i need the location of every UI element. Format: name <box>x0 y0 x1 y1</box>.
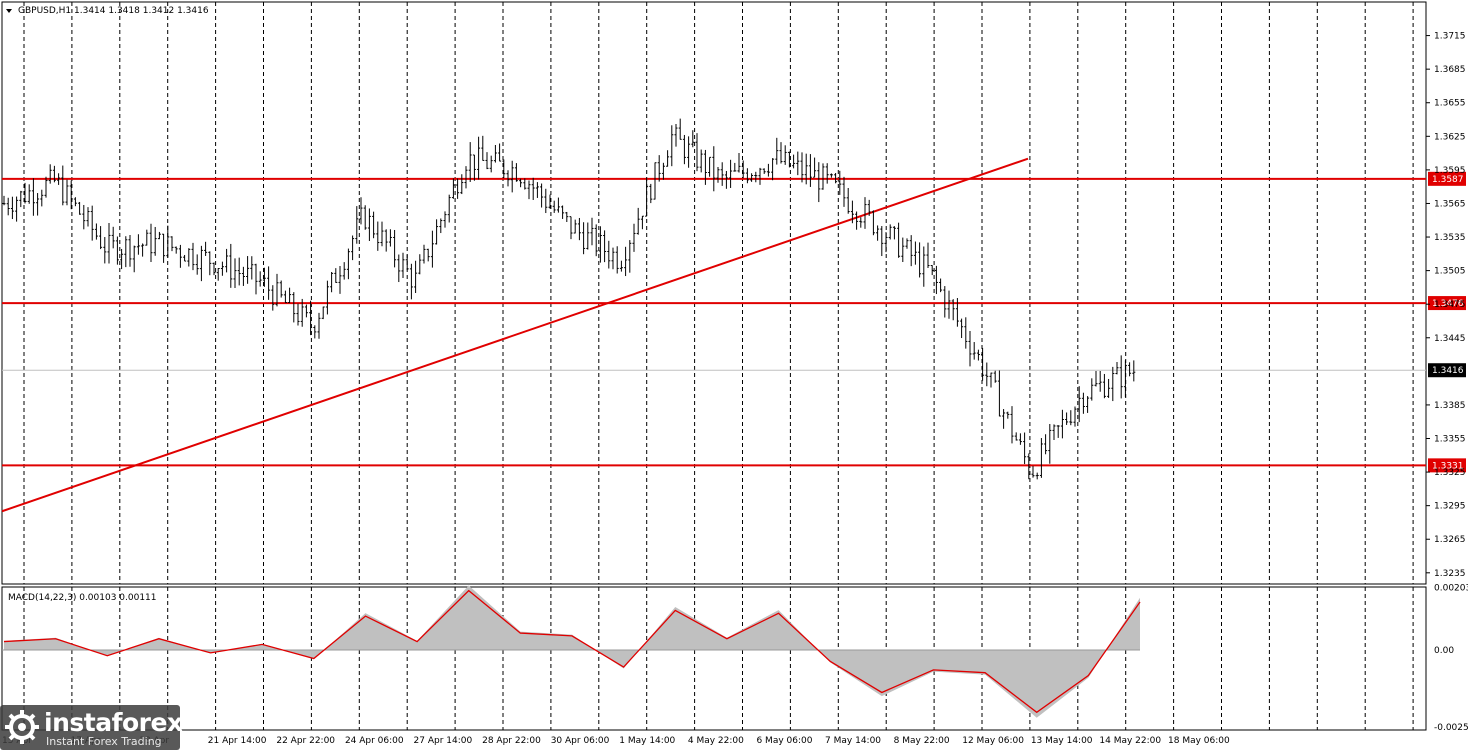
watermark-brand: instaforex <box>44 708 183 737</box>
level-label: 1.3331 <box>1432 461 1464 471</box>
time-label: 18 May 06:00 <box>1168 736 1230 746</box>
level-badge <box>1428 458 1466 473</box>
price-tick-label: 1.3325 <box>1434 468 1466 478</box>
current-price-label: 1.3416 <box>1432 366 1464 376</box>
symbol-header: GBPUSD,H1 1.3414 1.3418 1.3412 1.3416 <box>18 6 209 16</box>
time-label: 30 Apr 06:00 <box>551 736 610 746</box>
time-label: 6 May 06:00 <box>756 736 812 746</box>
macd-tick-label: 0.00 <box>1434 646 1454 656</box>
price-tick-label: 1.3235 <box>1434 569 1466 579</box>
price-tick-label: 1.3595 <box>1434 166 1466 176</box>
price-tick-label: 1.3445 <box>1434 334 1466 344</box>
time-label: 28 Apr 22:00 <box>482 736 541 746</box>
time-label: 7 May 14:00 <box>825 736 881 746</box>
time-label: 13 May 14:00 <box>1031 736 1093 746</box>
watermark-tagline: Instant Forex Trading <box>46 735 162 748</box>
time-label: 24 Apr 06:00 <box>345 736 404 746</box>
price-tick-label: 1.3715 <box>1434 32 1466 42</box>
price-tick-label: 1.3655 <box>1434 99 1466 109</box>
level-badge <box>1428 296 1466 311</box>
instaforex-watermark: instaforex Instant Forex Trading <box>0 705 183 750</box>
price-tick-label: 1.3505 <box>1434 267 1466 277</box>
instaforex-logo-icon <box>5 710 39 744</box>
macd-signal-line <box>3 589 1141 714</box>
time-label: 21 Apr 14:00 <box>208 736 267 746</box>
price-tick-label: 1.3355 <box>1434 435 1466 445</box>
time-label: 22 Apr 22:00 <box>276 736 335 746</box>
price-tick-label: 1.3475 <box>1434 300 1466 310</box>
time-label: 27 Apr 14:00 <box>414 736 473 746</box>
price-tick-label: 1.3265 <box>1434 535 1466 545</box>
time-label: 1 May 14:00 <box>619 736 675 746</box>
price-tick-label: 1.3385 <box>1434 401 1466 411</box>
time-label: 8 May 22:00 <box>894 736 950 746</box>
level-label: 1.3587 <box>1432 175 1464 185</box>
time-label: 14 May 22:00 <box>1099 736 1161 746</box>
price-tick-label: 1.3685 <box>1434 65 1466 75</box>
price-pane <box>1 1 1427 585</box>
price-tick-label: 1.3535 <box>1434 233 1466 243</box>
macd-title: MACD(14,22,3) 0.00103 0.00111 <box>8 593 157 603</box>
macd-pane <box>1 586 1427 731</box>
time-label: 12 May 06:00 <box>962 736 1024 746</box>
current-price-badge <box>1428 363 1466 378</box>
level-badge <box>1428 171 1466 186</box>
macd-tick-label: 0.00203 <box>1434 584 1468 594</box>
price-tick-label: 1.3295 <box>1434 502 1466 512</box>
level-label: 1.3476 <box>1432 299 1464 309</box>
symbol-dropdown-icon[interactable] <box>6 9 12 13</box>
macd-tick-label: -0.0025 <box>1434 723 1468 733</box>
price-tick-label: 1.3565 <box>1434 199 1466 209</box>
time-label: 4 May 22:00 <box>688 736 744 746</box>
price-tick-label: 1.3625 <box>1434 132 1466 142</box>
